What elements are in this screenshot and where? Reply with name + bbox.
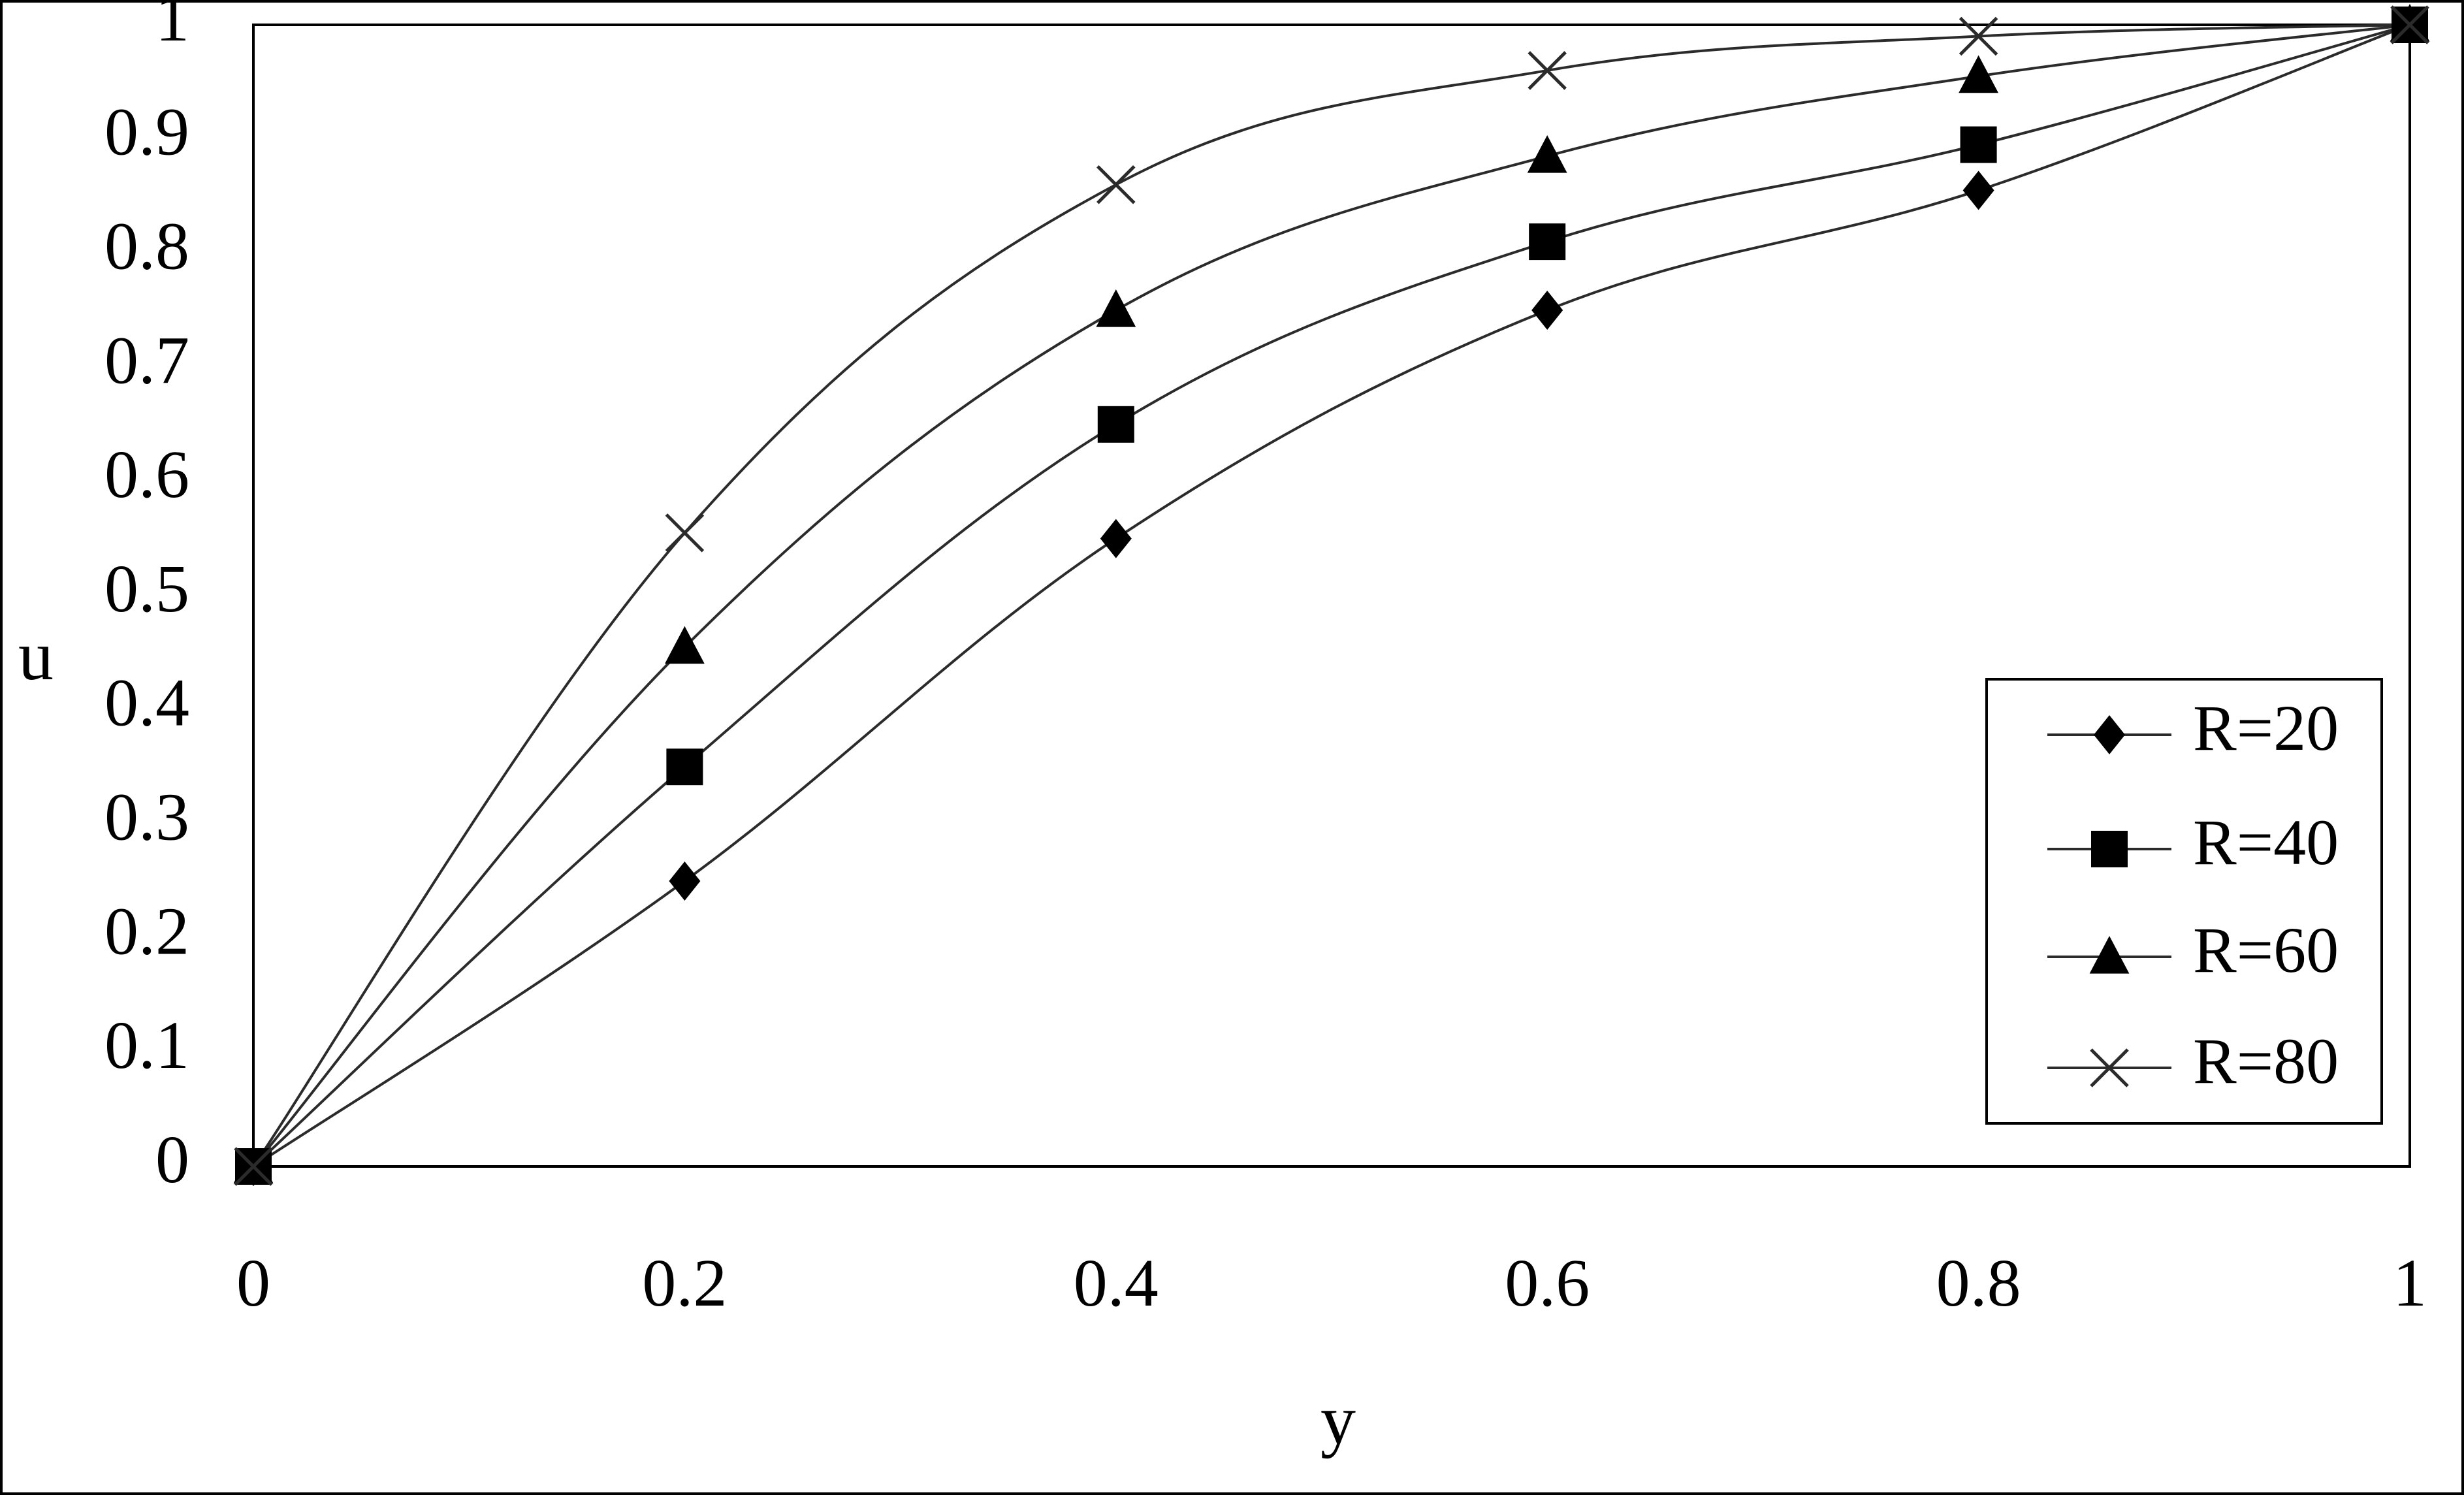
data-point-square: [1529, 223, 1566, 261]
y-tick-label: 0.7: [104, 323, 189, 398]
data-point-triangle: [1527, 135, 1567, 173]
data-point-triangle: [1096, 289, 1136, 327]
data-point-square: [1097, 406, 1134, 443]
data-point-square: [1960, 126, 1997, 163]
data-point-square: [666, 748, 703, 786]
y-axis-ticks: 0 0.1 0.2 0.3 0.4 0.5 0.6 0.7 0.8 0.9 1: [104, 0, 189, 1197]
y-axis-label: u: [18, 617, 54, 695]
legend-marker-triangle: [2089, 936, 2130, 974]
data-point-triangle: [1959, 55, 1998, 93]
y-tick-label: 0.3: [104, 779, 189, 854]
data-point-x: [665, 513, 705, 553]
legend-label: R=40: [2193, 806, 2339, 878]
x-tick-label: 0: [236, 1246, 270, 1321]
series-line: [252, 24, 2410, 1168]
y-tick-label: 0.1: [104, 1008, 189, 1083]
series-line: [252, 24, 2410, 1168]
x-axis-ticks: 0 0.2 0.4 0.6 0.8 1: [236, 1246, 2427, 1321]
data-point-x: [1959, 16, 1998, 56]
legend-items: R=20 R=40 R=60 R=80: [2047, 692, 2339, 1097]
legend-label: R=80: [2193, 1025, 2339, 1097]
x-axis-label: y: [1320, 1381, 1356, 1459]
legend-box: [1985, 678, 2383, 1125]
data-point-x: [1096, 165, 1136, 204]
legend-marker-diamond: [2094, 715, 2125, 754]
y-tick-label: 0: [155, 1122, 189, 1197]
y-tick-label: 0.9: [104, 95, 189, 170]
legend-marker-x: [2090, 1048, 2129, 1087]
x-tick-label: 0.8: [1936, 1246, 2021, 1321]
legend-label: R=20: [2193, 692, 2339, 764]
data-point-x: [2390, 5, 2429, 44]
data-point-diamond: [1100, 519, 1132, 558]
x-tick-label: 0.6: [1505, 1246, 1590, 1321]
x-tick-label: 0.2: [642, 1246, 727, 1321]
y-tick-label: 0.6: [104, 437, 189, 512]
data-point-x: [1528, 51, 1567, 90]
data-point-diamond: [669, 861, 701, 901]
x-tick-label: 1: [2393, 1246, 2427, 1321]
data-point-diamond: [1962, 170, 1994, 210]
data-point-diamond: [1531, 291, 1563, 330]
legend-marker-square: [2091, 831, 2128, 867]
y-tick-label: 0.2: [104, 893, 189, 969]
legend-label: R=60: [2193, 914, 2339, 986]
y-tick-label: 0.4: [104, 666, 189, 741]
series-line: [252, 24, 2410, 1168]
plot-area-frame: [252, 24, 2411, 1168]
legend: R=20 R=40 R=60 R=80: [1985, 678, 2383, 1125]
series-line: [252, 24, 2410, 1168]
x-tick-label: 0.4: [1074, 1246, 1159, 1321]
data-point-triangle: [665, 626, 705, 664]
data-point-x: [234, 1147, 273, 1186]
series-layer: [233, 4, 2430, 1186]
y-tick-label: 0.8: [104, 208, 189, 283]
y-tick-label: 1: [155, 0, 189, 56]
y-tick-label: 0.5: [104, 551, 189, 626]
